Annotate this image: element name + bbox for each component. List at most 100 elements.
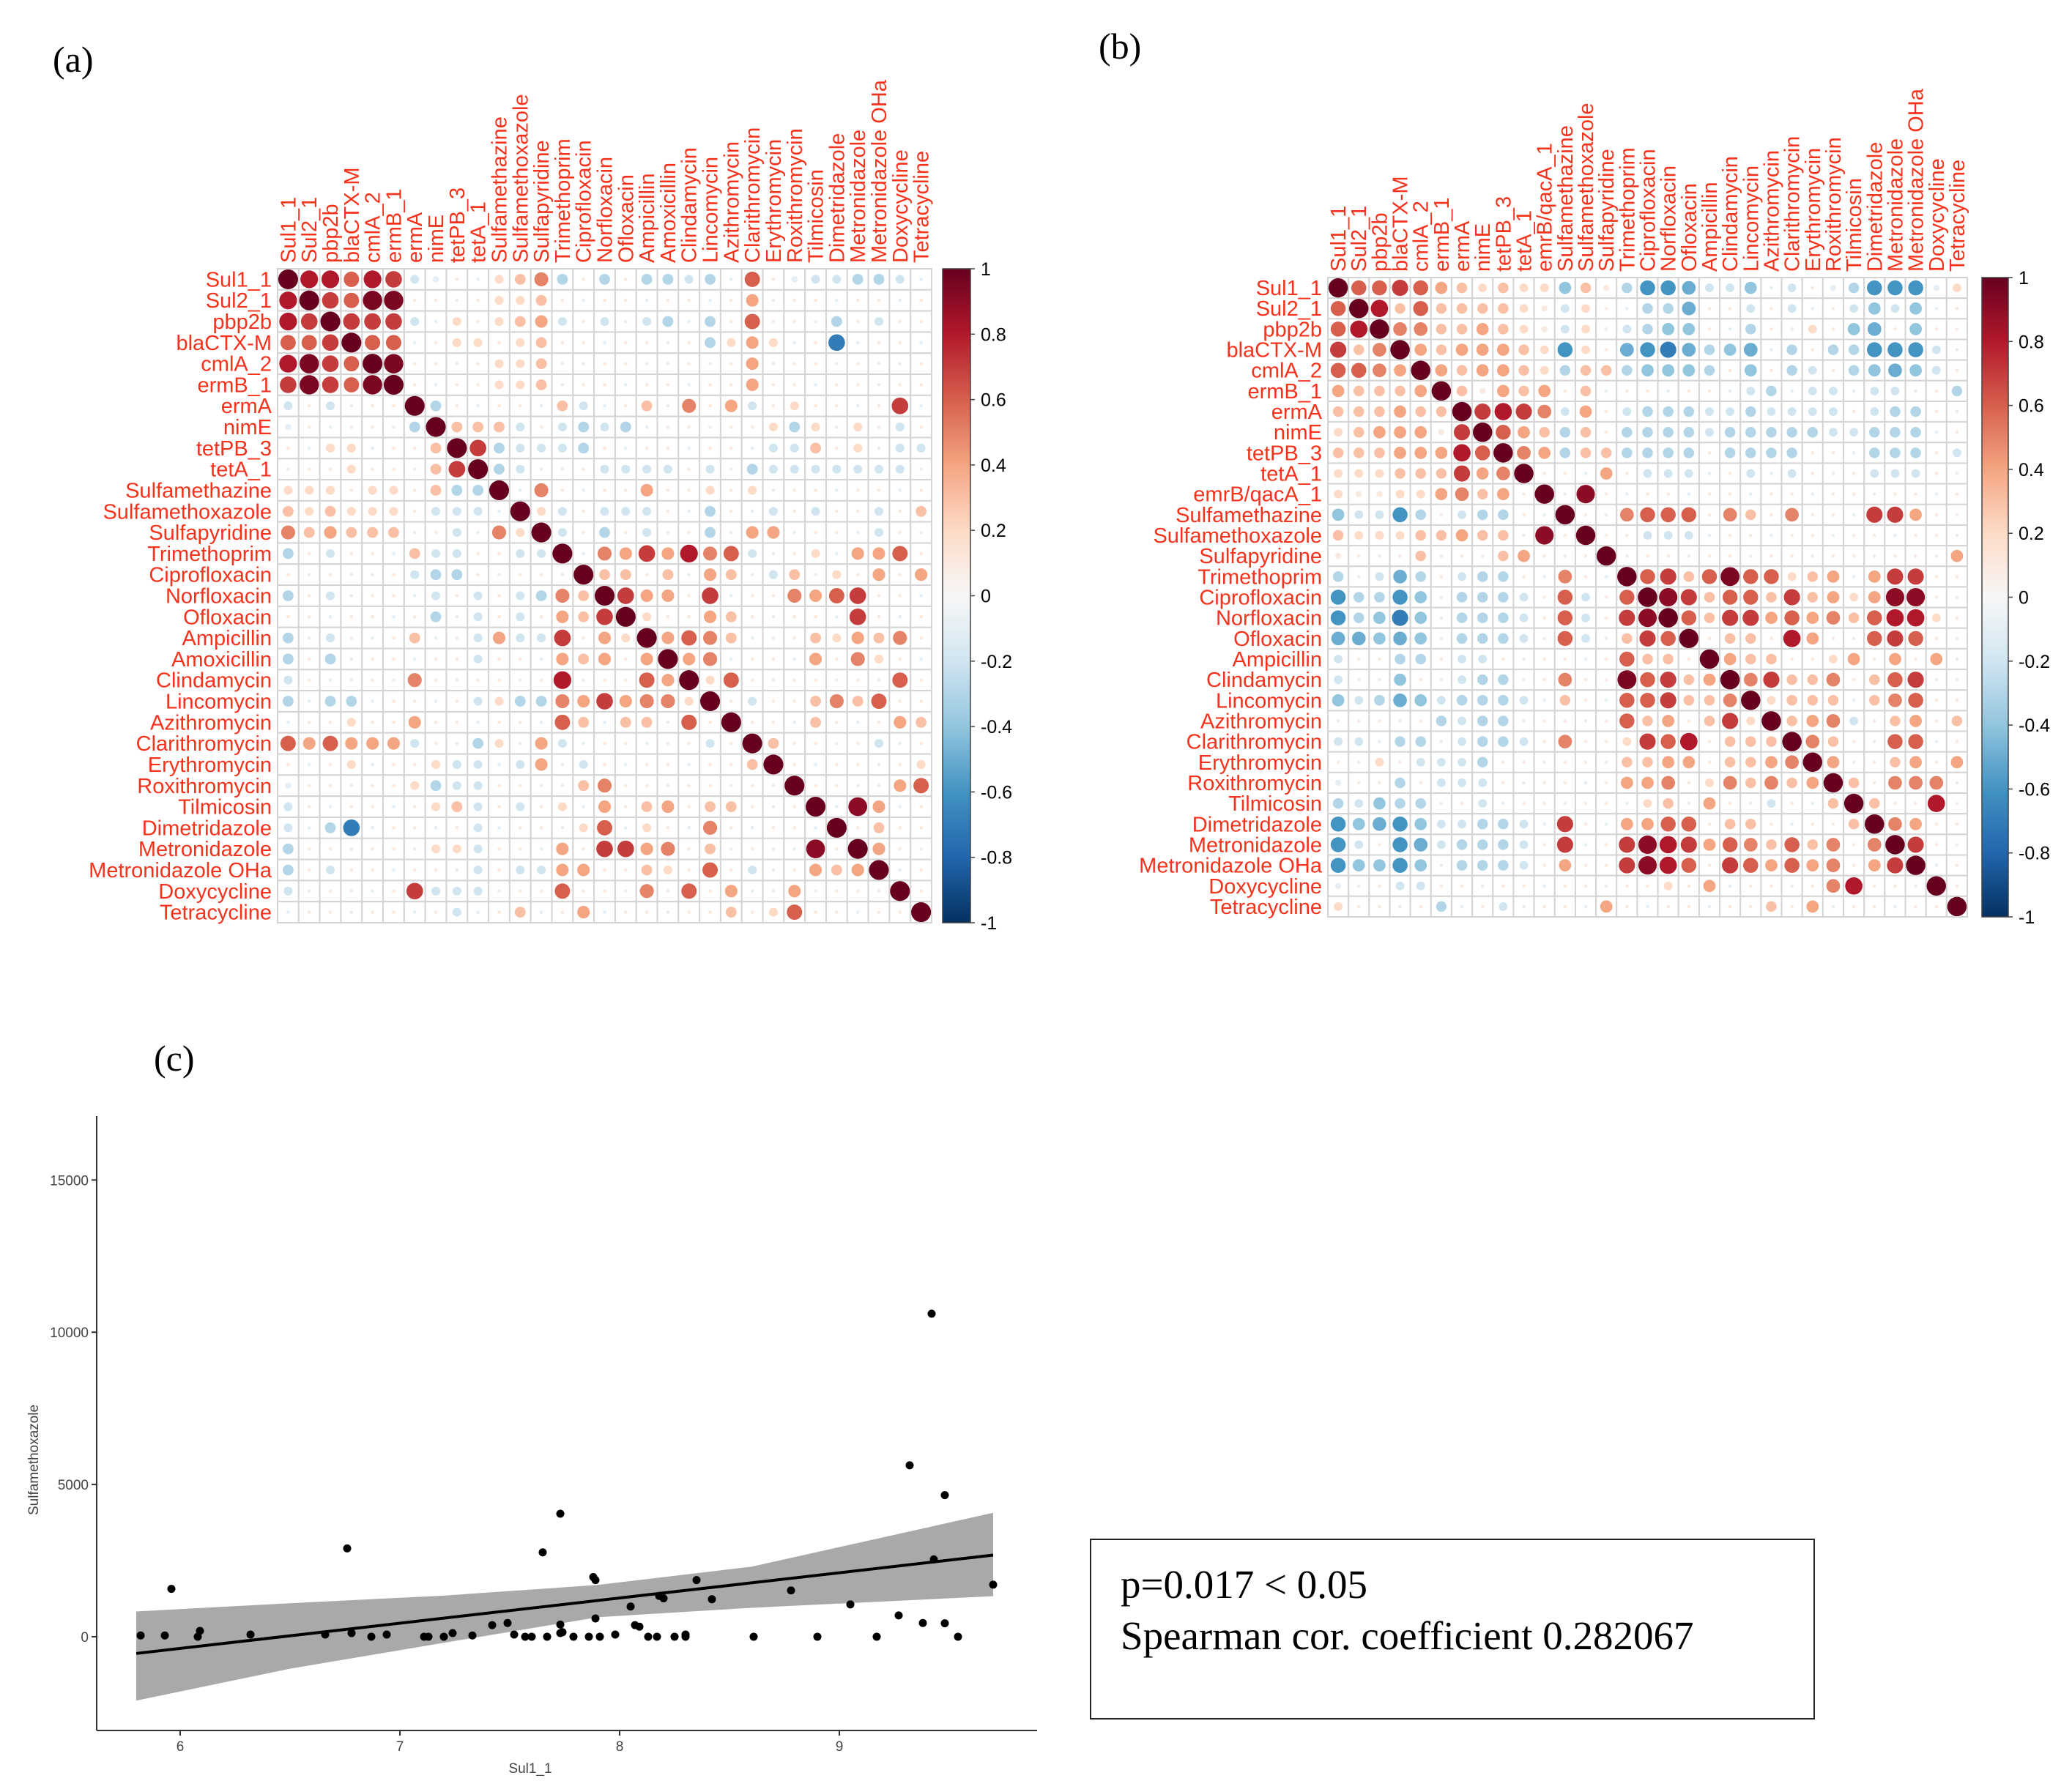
- correlation-circle: [1456, 282, 1468, 294]
- correlation-circle: [1749, 554, 1753, 558]
- correlation-circle: [1852, 699, 1856, 702]
- correlation-circle: [516, 296, 525, 305]
- correlation-circle: [894, 715, 907, 729]
- correlation-circle: [577, 906, 590, 919]
- correlation-circle: [1642, 653, 1653, 665]
- correlation-circle: [919, 847, 923, 851]
- correlation-circle: [1349, 299, 1369, 319]
- correlation-circle: [1639, 630, 1656, 647]
- correlation-circle: [1458, 572, 1466, 581]
- correlation-circle: [1519, 283, 1529, 292]
- correlation-circle: [919, 741, 923, 746]
- matrix-cell: [277, 753, 300, 776]
- correlation-circle: [1663, 406, 1674, 417]
- correlation-circle: [645, 298, 649, 302]
- correlation-circle: [1701, 569, 1718, 584]
- correlation-circle: [1415, 406, 1426, 417]
- correlation-circle: [560, 383, 565, 387]
- correlation-circle: [916, 716, 927, 728]
- correlation-circle: [534, 272, 549, 286]
- correlation-circle: [849, 587, 866, 604]
- correlation-circle: [1955, 801, 1959, 806]
- matrix-cell: [740, 753, 764, 776]
- correlation-circle: [708, 298, 712, 302]
- matrix-cell: [719, 394, 743, 417]
- correlation-circle: [494, 696, 504, 706]
- correlation-circle: [1639, 733, 1656, 750]
- correlation-circle: [792, 319, 797, 324]
- correlation-circle: [661, 631, 675, 644]
- correlation-circle: [1542, 719, 1546, 723]
- correlation-circle: [494, 442, 505, 454]
- correlation-circle: [582, 551, 586, 556]
- correlation-circle: [1811, 492, 1815, 496]
- statistics-box: p=0.017 < 0.05 Spearman cor. coefficient…: [1090, 1539, 1815, 1719]
- correlation-circle: [1790, 657, 1794, 661]
- correlation-circle: [1866, 506, 1883, 523]
- correlation-circle: [1559, 365, 1571, 376]
- correlation-circle: [1356, 781, 1361, 785]
- correlation-circle: [792, 362, 797, 365]
- correlation-circle: [516, 591, 525, 601]
- correlation-circle: [1334, 737, 1343, 746]
- correlation-circle: [1827, 591, 1840, 603]
- correlation-circle: [455, 826, 459, 830]
- correlation-circle: [473, 823, 483, 833]
- correlation-circle: [1414, 838, 1428, 852]
- correlation-circle: [1826, 611, 1841, 625]
- correlation-circle: [768, 422, 779, 432]
- correlation-circle: [621, 633, 631, 643]
- correlation-circle: [1351, 631, 1366, 646]
- correlation-circle: [1914, 657, 1917, 661]
- data-point: [556, 1629, 565, 1637]
- correlation-circle: [750, 657, 754, 661]
- correlation-circle: [1356, 760, 1361, 765]
- correlation-circle: [705, 843, 716, 855]
- correlation-circle: [1455, 487, 1469, 502]
- correlation-circle: [307, 404, 311, 408]
- correlation-circle: [1659, 836, 1677, 854]
- correlation-circle: [1831, 451, 1835, 455]
- correlation-circle: [1787, 407, 1797, 416]
- correlation-circle: [1705, 283, 1714, 292]
- correlation-circle: [349, 614, 354, 619]
- correlation-circle: [1640, 342, 1655, 357]
- correlation-circle: [1852, 677, 1856, 682]
- colorbar-tick-label: 0.6: [981, 390, 1006, 411]
- correlation-circle: [1375, 572, 1384, 581]
- column-label: Azithromycin: [1760, 150, 1783, 272]
- column-label: ermA: [1451, 220, 1474, 272]
- correlation-circle: [1640, 693, 1655, 708]
- spearman-text: Spearman cor. coefficient 0.282067: [1121, 1613, 1694, 1658]
- correlation-circle: [1581, 304, 1590, 313]
- correlation-circle: [898, 341, 902, 345]
- matrix-cell: [1780, 710, 1803, 732]
- row-label: ermA: [221, 395, 272, 418]
- correlation-circle: [1849, 304, 1859, 313]
- correlation-circle: [1872, 760, 1876, 765]
- correlation-circle: [1332, 508, 1345, 521]
- correlation-circle: [557, 273, 568, 285]
- correlation-circle: [1728, 306, 1732, 311]
- correlation-circle: [623, 826, 628, 830]
- correlation-circle: [705, 801, 716, 812]
- correlation-circle: [1770, 327, 1773, 331]
- correlation-circle: [724, 885, 738, 898]
- correlation-circle: [1478, 655, 1488, 663]
- correlation-circle: [919, 889, 923, 893]
- correlation-circle: [455, 720, 459, 724]
- correlation-circle: [873, 273, 885, 285]
- correlation-circle: [1334, 469, 1343, 478]
- matrix-cell: [1368, 895, 1391, 918]
- correlation-circle: [763, 754, 784, 775]
- column-label: tetPB_3: [1492, 196, 1515, 272]
- data-point: [488, 1621, 497, 1629]
- correlation-circle: [748, 696, 757, 706]
- correlation-circle: [560, 467, 565, 472]
- correlation-circle: [1934, 472, 1939, 475]
- correlation-circle: [412, 594, 417, 598]
- correlation-circle: [1910, 447, 1921, 458]
- correlation-circle: [1414, 591, 1427, 603]
- correlation-circle: [452, 886, 461, 896]
- correlation-circle: [1563, 389, 1567, 393]
